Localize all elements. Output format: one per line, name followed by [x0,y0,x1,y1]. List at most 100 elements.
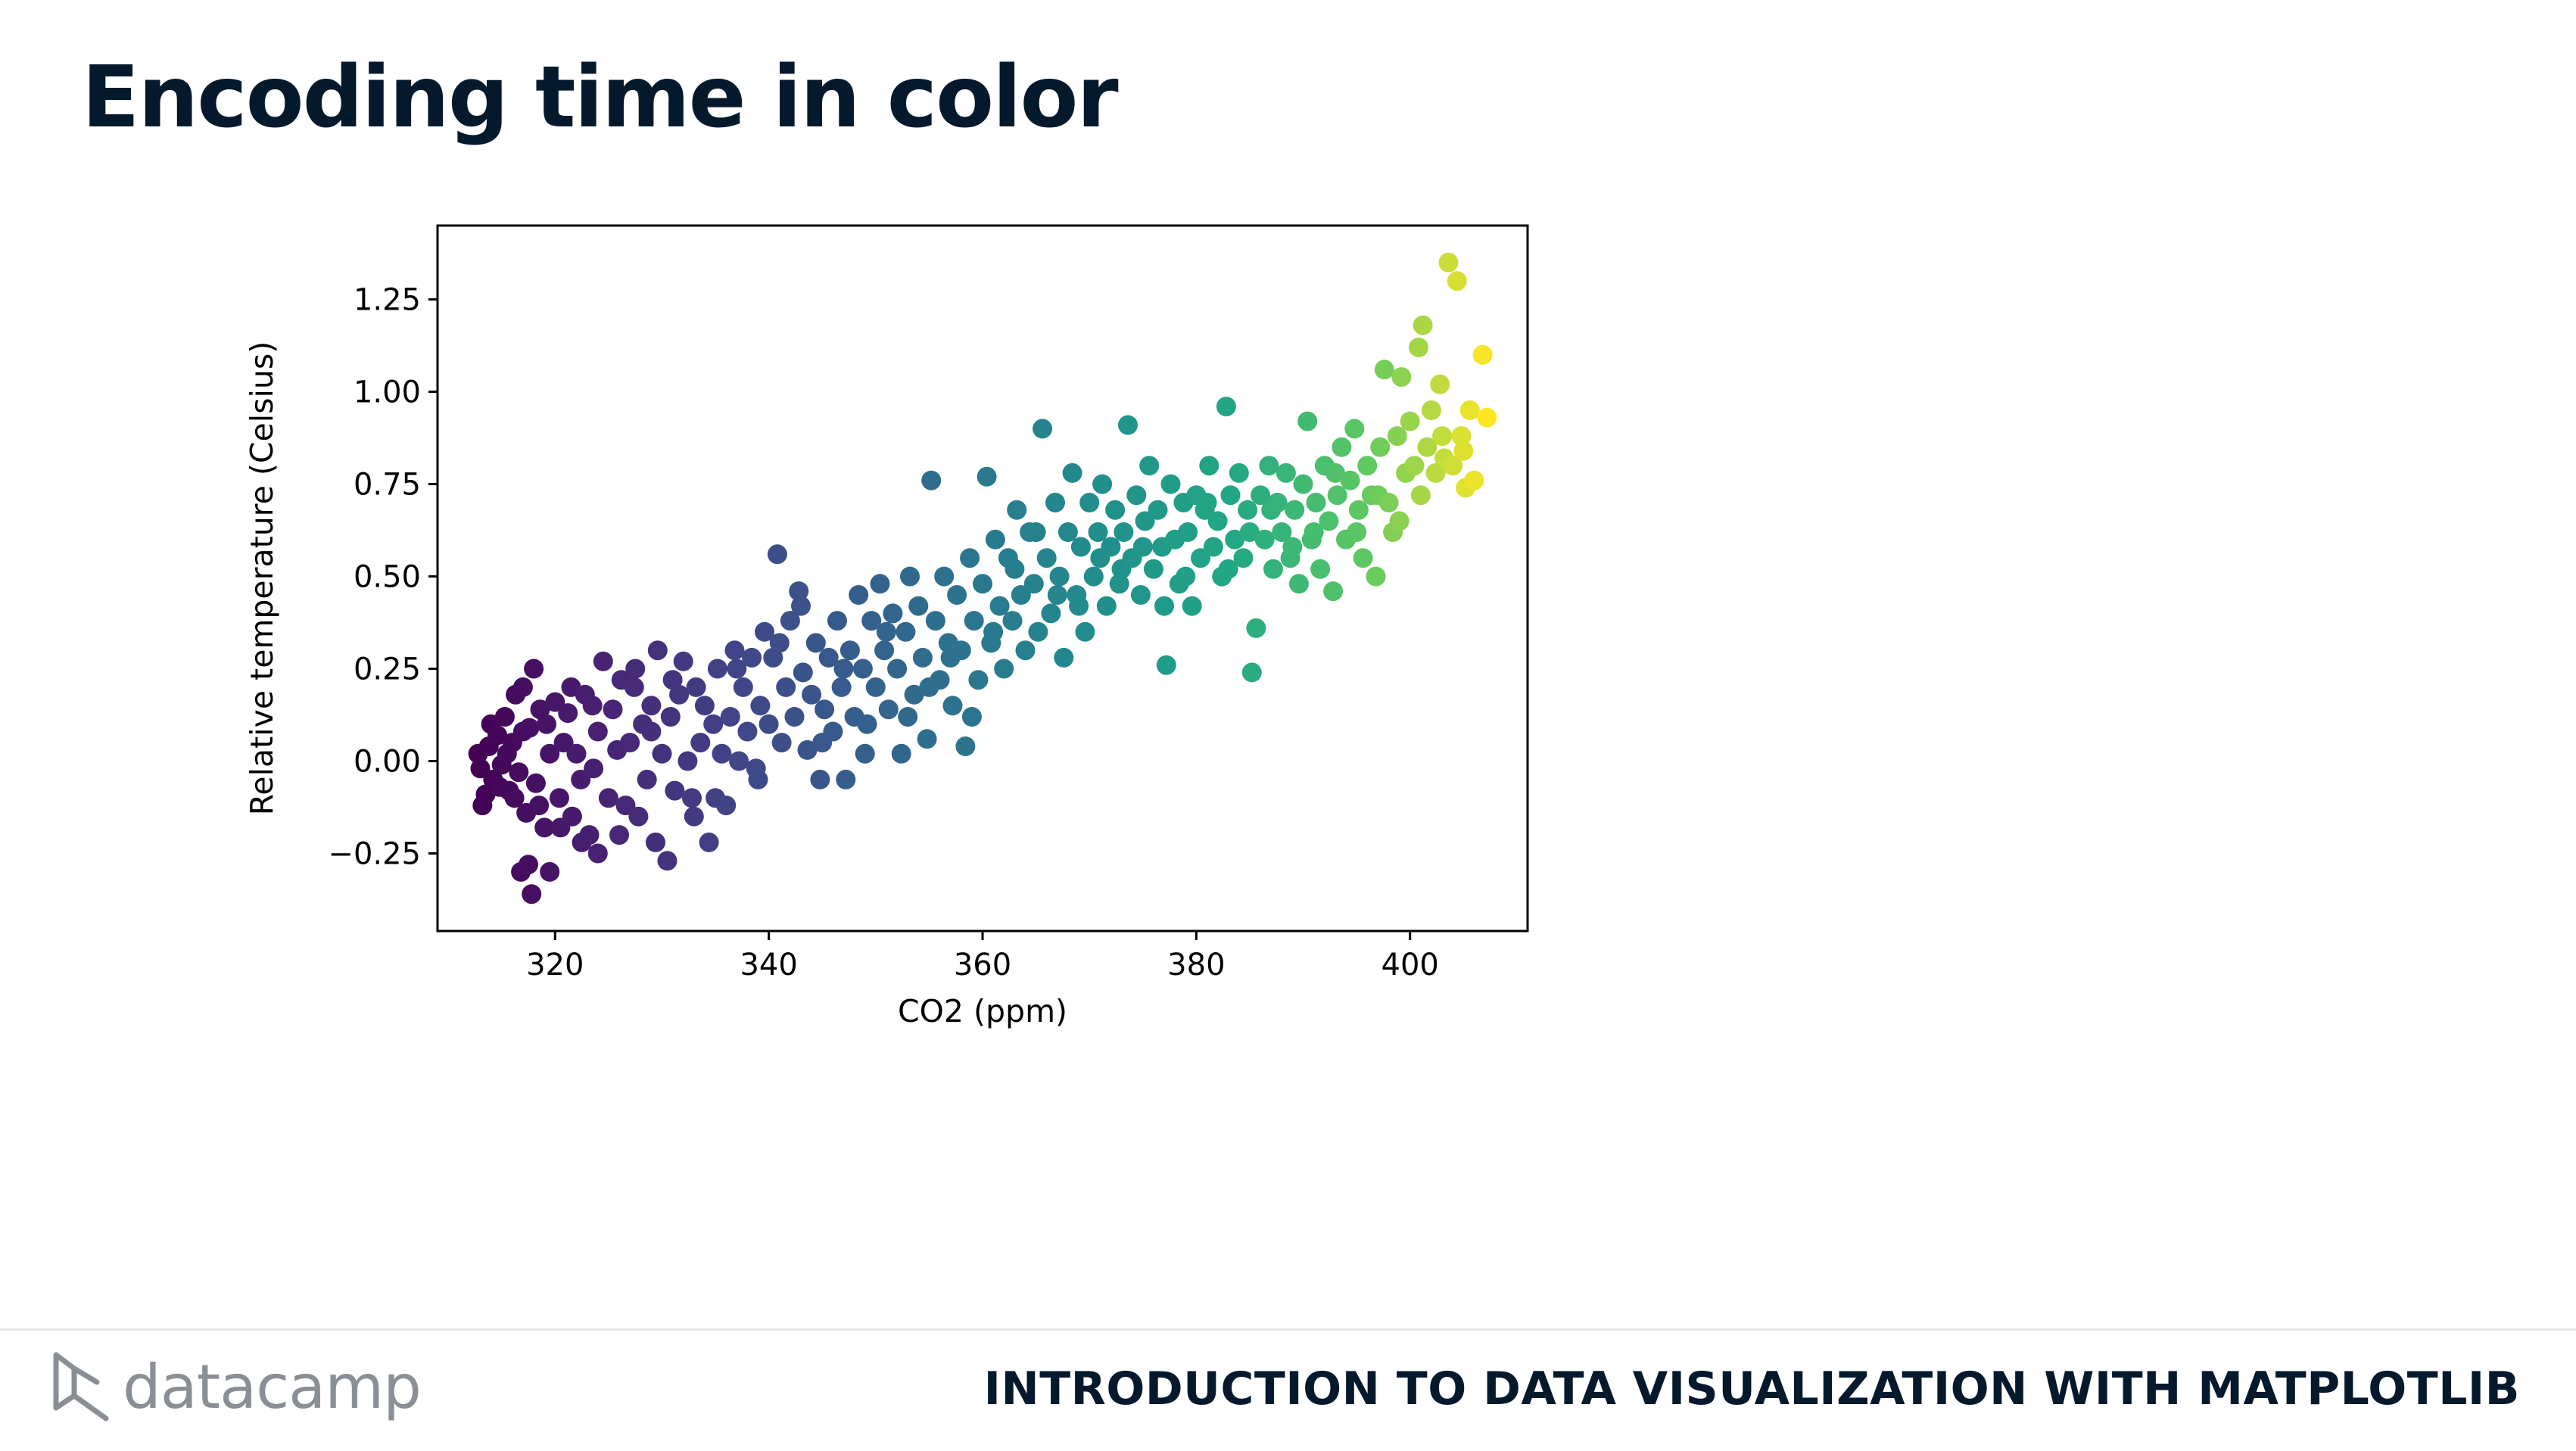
scatter-point [758,714,779,734]
scatter-point [1477,407,1497,428]
scatter-point [1105,500,1126,520]
scatter-point [805,633,826,653]
scatter-point [968,670,989,690]
scatter-point [1130,585,1151,605]
scatter-point [1092,474,1113,494]
scatter-point [571,769,591,789]
course-title: INTRODUCTION TO DATA VISUALIZATION WITH … [983,1362,2520,1415]
scatter-point [1132,537,1153,557]
footer-divider [0,1328,2576,1331]
scatter-point [1357,456,1378,476]
scatter-point [1443,456,1463,476]
scatter-point [584,758,604,779]
scatter-point [1413,315,1433,335]
scatter-point [699,832,719,852]
scatter-point [1045,493,1065,512]
scatter-point [767,544,787,565]
scatter-point [1347,522,1367,542]
scatter-point [870,574,890,594]
scatter-point [831,677,852,697]
scatter-point [861,611,882,631]
scatter-point [849,585,869,605]
scatter-point [504,788,525,808]
scatter-point [776,677,796,697]
scatter-point [1233,548,1254,568]
scatter-point [1332,437,1352,457]
scatter-point [947,585,967,605]
scatter-point [1220,485,1241,506]
scatter-point [1083,566,1104,587]
scatter-point [494,707,515,727]
scatter-point [553,733,574,753]
scatter-point [793,662,813,683]
scatter-point [1348,500,1369,520]
scatter-point [1430,374,1450,394]
scatter-point [900,566,920,587]
scatter-point [1002,611,1023,631]
scatter-point [989,596,1010,616]
scatter-point [519,855,538,875]
scatter-point [1451,426,1472,447]
scatter-point [1282,537,1303,557]
scatter-point [912,647,933,668]
scatter-point [673,651,693,671]
scatter-point [1154,596,1174,616]
scatter-point [1049,566,1070,587]
scatter-point [791,596,811,616]
scatter-point [836,769,856,789]
scatter-point [1421,400,1441,420]
scatter-point [815,699,835,720]
scatter-point [1378,493,1399,512]
scatter-point [891,743,911,764]
scatter-point [524,659,544,679]
scatter-point [620,733,640,753]
scatter-point [662,670,683,690]
scatter-point [1344,419,1365,439]
scatter-point [647,640,668,661]
scatter-point [763,647,783,668]
y-tick-label: 0.25 [354,652,421,687]
scatter-point [750,696,771,716]
scatter-point [624,677,644,697]
scatter-point [951,640,971,661]
scatter-point [1069,596,1089,616]
scatter-point [720,707,740,727]
scatter-point [652,743,672,764]
scatter-point [1404,456,1425,476]
scatter-point [677,751,698,771]
scatter-point [737,721,758,742]
scatter-point [1285,500,1305,520]
scatter-point [964,611,984,631]
scatter-point [587,721,608,742]
scatter-point [1254,529,1275,550]
scatter-point [1293,474,1313,494]
scatter-point [1400,411,1420,431]
scatter-point [1015,640,1036,661]
scatter-point [1259,456,1279,476]
scatter-point [1391,367,1412,388]
scatter-point [1207,511,1228,531]
scatter-point [566,743,587,764]
scatter-point [1225,529,1245,550]
scatter-point [1075,621,1095,642]
scatter-point [973,574,992,594]
scatter-point [925,611,945,631]
scatter-point [684,806,704,827]
scatter-point [1276,462,1296,483]
y-tick-label: −0.25 [328,837,421,872]
x-axis-ticks: 320 340 360 380 400 [526,931,1439,982]
chart-svg: 320 340 360 380 400 −0.25 0.00 0.25 0.50 0.75 1.0… [244,224,1529,1029]
scatter-point [1026,522,1046,542]
scatter-point [852,659,873,679]
scatter-point [908,596,929,616]
scatter-point [1229,462,1249,483]
scatter-point [771,733,792,753]
scatter-point [823,721,843,742]
scatter-point [1216,397,1236,417]
scatter-point [1272,522,1292,542]
scatter-point [727,659,747,679]
scatter-point [1459,400,1480,420]
scatter-point [985,529,1005,550]
scatter-point [883,603,903,624]
scatter-point [579,825,600,845]
